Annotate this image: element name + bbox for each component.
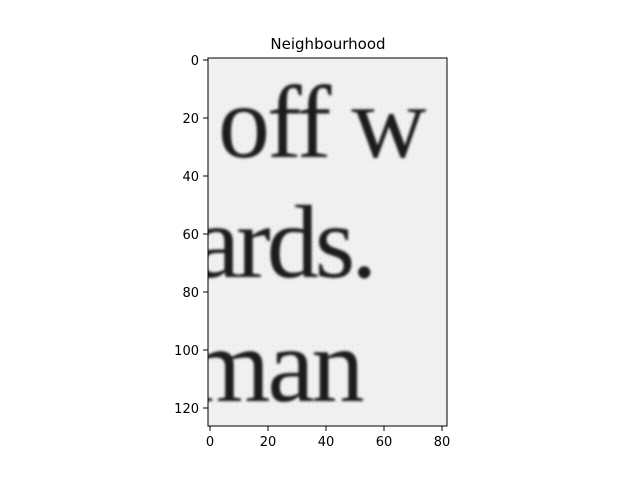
x-tick-label: 0 <box>206 435 214 450</box>
axes-frame <box>207 57 448 427</box>
y-tick-label: 120 <box>174 402 199 417</box>
scanned-text-crop: off w ards. man <box>188 65 429 424</box>
crop-line-1: off w <box>218 65 426 180</box>
y-tick-label: 20 <box>182 112 199 127</box>
y-tick-label: 60 <box>182 228 199 243</box>
y-tick-label: 40 <box>182 170 199 185</box>
y-axis: 0 20 40 60 80 100 120 <box>174 54 208 417</box>
image-panel: off w ards. man <box>188 57 448 427</box>
x-tick-label: 20 <box>260 435 277 450</box>
y-tick-label: 100 <box>174 344 199 359</box>
y-tick-label: 80 <box>182 286 199 301</box>
y-tick-label: 0 <box>191 54 199 69</box>
x-axis: 0 20 40 60 80 <box>206 426 450 450</box>
crop-line-2: ards. <box>194 185 373 300</box>
paper-background <box>208 58 447 426</box>
x-tick-label: 80 <box>434 435 451 450</box>
figure-title: Neighbourhood <box>270 35 385 53</box>
crop-line-3: man <box>188 307 363 424</box>
x-tick-label: 60 <box>376 435 393 450</box>
x-tick-label: 40 <box>318 435 335 450</box>
